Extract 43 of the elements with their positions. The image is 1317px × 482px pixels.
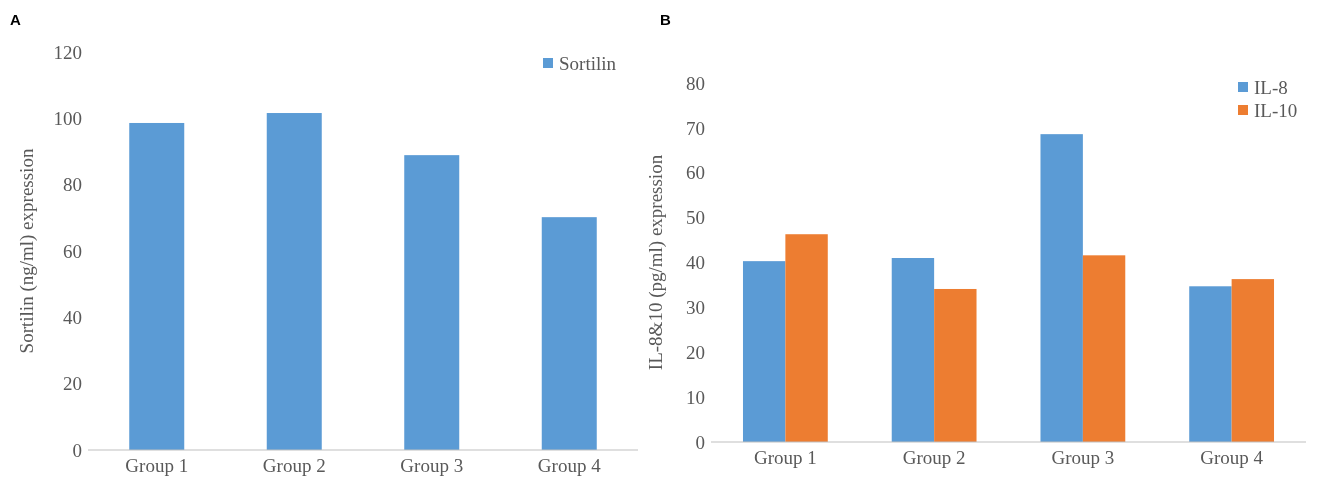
legend-label: IL-10 xyxy=(1254,99,1298,121)
chart-title: B xyxy=(660,11,671,28)
y-tick-label: 70 xyxy=(686,117,705,139)
y-tick-label: 60 xyxy=(686,162,705,184)
bar xyxy=(891,258,935,442)
y-tick-label: 80 xyxy=(63,174,82,196)
y-tick-label: 60 xyxy=(63,240,82,262)
y-tick-label: 100 xyxy=(53,107,82,129)
bar xyxy=(1082,255,1126,442)
bar xyxy=(1040,134,1083,442)
y-tick-label: 40 xyxy=(686,252,705,274)
x-tick-label: Group 2 xyxy=(902,447,966,468)
bar xyxy=(129,122,185,450)
bar xyxy=(541,217,597,450)
y-tick-label: 80 xyxy=(686,72,705,94)
y-tick-label: 120 xyxy=(53,41,82,63)
y-axis-title: Sortilin (ng/ml) expression xyxy=(16,148,38,354)
y-tick-label: 0 xyxy=(695,431,705,453)
x-tick-label: Group 3 xyxy=(1051,447,1115,468)
legend-label: Sortilin xyxy=(559,52,617,74)
x-tick-label: Group 3 xyxy=(400,455,464,476)
y-tick-label: 40 xyxy=(63,306,82,328)
y-tick-label: 50 xyxy=(686,207,705,229)
bar xyxy=(266,113,322,450)
x-tick-label: Group 4 xyxy=(537,455,602,476)
bar xyxy=(785,234,828,442)
y-tick-label: 20 xyxy=(686,341,705,363)
y-tick-label: 30 xyxy=(686,297,705,319)
x-tick-label: Group 1 xyxy=(753,447,817,468)
x-tick-label: Group 4 xyxy=(1200,447,1264,468)
legend-label: IL-8 xyxy=(1254,76,1288,98)
x-tick-label: Group 2 xyxy=(262,455,326,476)
chart-title: A xyxy=(10,11,21,28)
bar xyxy=(934,288,977,442)
bar xyxy=(742,261,786,442)
y-tick-label: 0 xyxy=(72,439,82,461)
y-tick-label: 20 xyxy=(63,373,82,395)
bar xyxy=(1231,279,1275,442)
y-axis-title: IL-8&10 (pg/ml) expression xyxy=(645,154,667,371)
bar xyxy=(1189,286,1232,442)
bar xyxy=(404,155,460,450)
y-tick-label: 10 xyxy=(686,386,705,408)
x-tick-label: Group 1 xyxy=(125,455,189,476)
